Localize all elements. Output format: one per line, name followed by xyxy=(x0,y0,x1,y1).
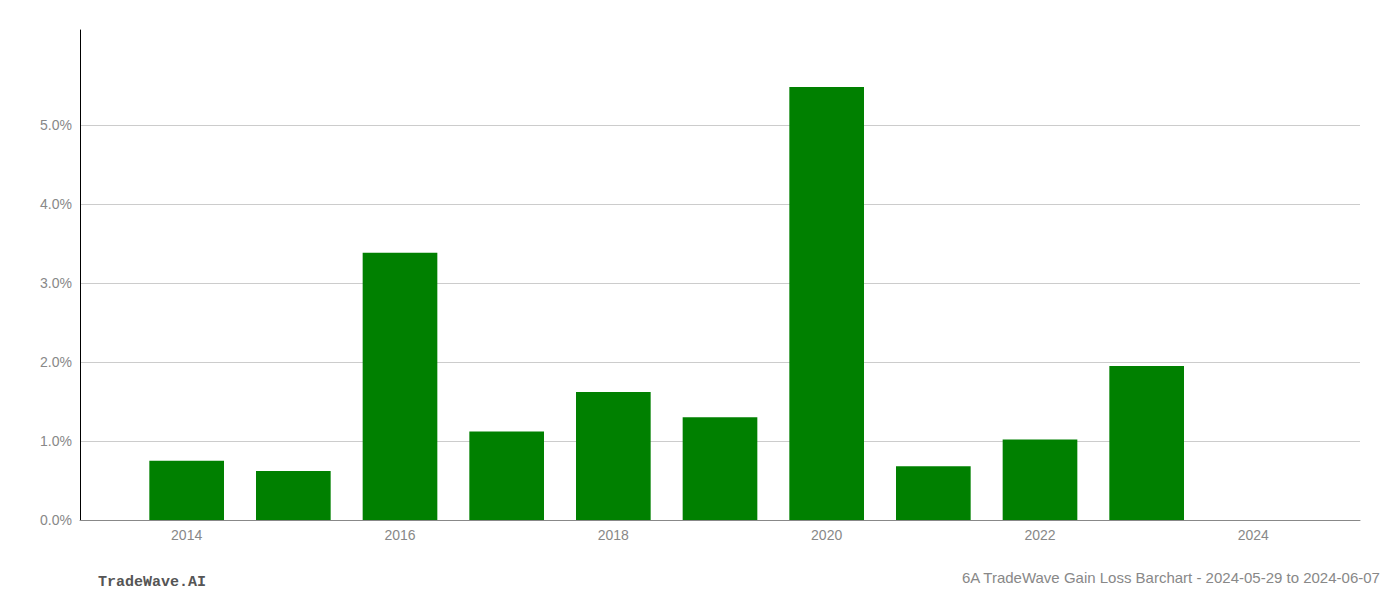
svg-text:2016: 2016 xyxy=(384,527,415,543)
svg-text:2.0%: 2.0% xyxy=(40,354,72,370)
svg-text:4.0%: 4.0% xyxy=(40,196,72,212)
svg-text:3.0%: 3.0% xyxy=(40,275,72,291)
svg-text:2022: 2022 xyxy=(1024,527,1055,543)
svg-text:TradeWave.AI: TradeWave.AI xyxy=(98,574,206,591)
svg-text:2014: 2014 xyxy=(171,527,202,543)
svg-text:2024: 2024 xyxy=(1238,527,1269,543)
svg-text:0.0%: 0.0% xyxy=(40,512,72,528)
svg-text:2018: 2018 xyxy=(598,527,629,543)
svg-text:1.0%: 1.0% xyxy=(40,433,72,449)
svg-text:5.0%: 5.0% xyxy=(40,117,72,133)
svg-text:6A TradeWave Gain Loss Barchar: 6A TradeWave Gain Loss Barchart - 2024-0… xyxy=(962,569,1380,586)
svg-text:2020: 2020 xyxy=(811,527,842,543)
